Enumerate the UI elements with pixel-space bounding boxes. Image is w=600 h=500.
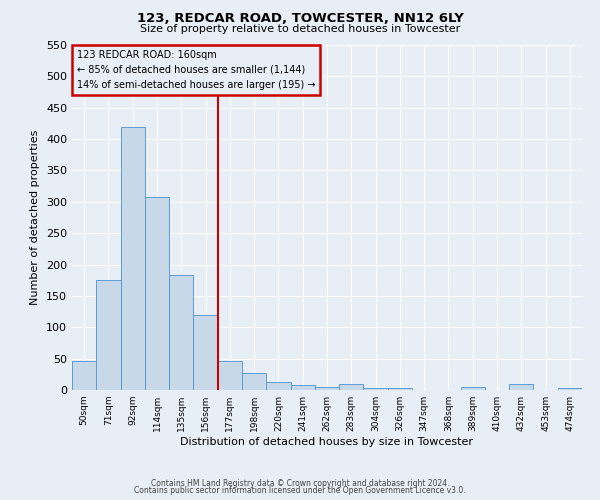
Bar	[145, 197, 169, 390]
Text: 123 REDCAR ROAD: 160sqm
← 85% of detached houses are smaller (1,144)
14% of semi: 123 REDCAR ROAD: 160sqm ← 85% of detache…	[77, 50, 316, 90]
Text: Size of property relative to detached houses in Towcester: Size of property relative to detached ho…	[140, 24, 460, 34]
Bar	[364, 388, 388, 390]
Bar	[266, 382, 290, 390]
Bar	[193, 314, 218, 390]
Y-axis label: Number of detached properties: Number of detached properties	[31, 130, 40, 305]
Bar	[290, 385, 315, 390]
Text: Contains HM Land Registry data © Crown copyright and database right 2024.: Contains HM Land Registry data © Crown c…	[151, 478, 449, 488]
Bar	[121, 126, 145, 390]
Bar	[339, 384, 364, 390]
Bar	[72, 360, 96, 390]
Bar	[461, 387, 485, 390]
Bar	[218, 360, 242, 390]
Bar	[96, 280, 121, 390]
Text: Contains public sector information licensed under the Open Government Licence v3: Contains public sector information licen…	[134, 486, 466, 495]
Bar	[315, 387, 339, 390]
Text: 123, REDCAR ROAD, TOWCESTER, NN12 6LY: 123, REDCAR ROAD, TOWCESTER, NN12 6LY	[137, 12, 463, 26]
Bar	[558, 388, 582, 390]
Bar	[242, 373, 266, 390]
Bar	[509, 384, 533, 390]
X-axis label: Distribution of detached houses by size in Towcester: Distribution of detached houses by size …	[181, 437, 473, 447]
Bar	[169, 274, 193, 390]
Bar	[388, 388, 412, 390]
